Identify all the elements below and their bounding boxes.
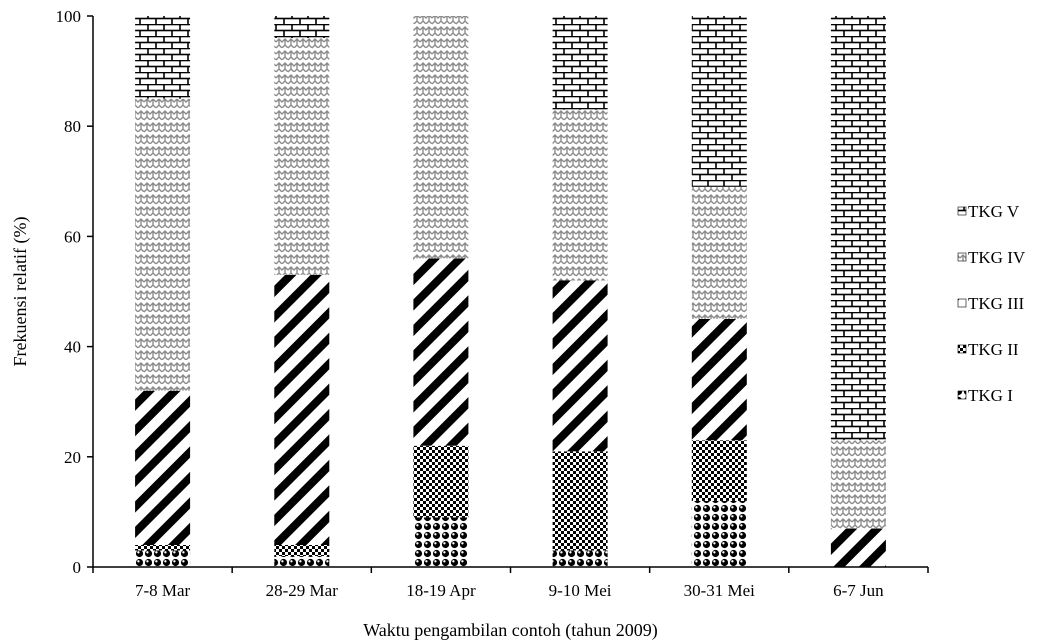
bar-segment-tkg-ii-5 — [691, 440, 747, 501]
bar-segment-tkg-i-4 — [552, 550, 608, 567]
bar-segment-tkg-i-3 — [413, 517, 469, 567]
x-tick-label: 6-7 Jun — [833, 581, 884, 600]
legend-item-tkg-iv: TKG IV — [957, 248, 1026, 267]
legend-label: TKG IV — [968, 248, 1026, 267]
x-tick-label: 30-31 Mei — [684, 581, 756, 600]
legend-label: TKG I — [968, 386, 1013, 405]
bar-segment-tkg-v-1 — [135, 16, 191, 99]
bars-layer — [135, 16, 886, 567]
bar-segment-tkg-iv-3 — [413, 16, 469, 259]
bar-segment-tkg-iii-3 — [413, 258, 469, 446]
bar-segment-tkg-iv-6 — [830, 440, 886, 529]
legend-item-tkg-ii: TKG II — [957, 340, 1019, 359]
bar-segment-tkg-iii-4 — [552, 280, 608, 452]
legend-label: TKG V — [968, 202, 1020, 221]
bar-segment-tkg-iv-4 — [552, 109, 608, 281]
legend-item-tkg-i: TKG I — [957, 386, 1013, 405]
bar-segment-tkg-iv-1 — [135, 98, 191, 391]
y-tick-label: 60 — [64, 227, 81, 246]
y-tick-label: 40 — [64, 338, 81, 357]
bar-segment-tkg-iv-5 — [691, 186, 747, 319]
x-tick-label: 7-8 Mar — [135, 581, 191, 600]
legend-label: TKG III — [968, 294, 1025, 313]
legend-label: TKG II — [968, 340, 1019, 359]
bar-segment-tkg-iv-2 — [274, 38, 330, 275]
bar-segment-tkg-ii-4 — [552, 451, 608, 551]
y-axis-ticks: 0 20 40 60 80 100 — [56, 7, 93, 577]
legend-swatch — [957, 344, 967, 354]
x-tick-label: 9-10 Mei — [549, 581, 612, 600]
y-tick-label: 100 — [56, 7, 82, 26]
x-tick-label: 28-29 Mar — [266, 581, 339, 600]
bar-segment-tkg-i-1 — [135, 550, 191, 567]
x-tick-label: 18-19 Apr — [406, 581, 476, 600]
legend: TKG V TKG IV TKG III TKG II TKG I — [957, 202, 1026, 405]
bar-segment-tkg-i-5 — [691, 500, 747, 567]
bar-segment-tkg-ii-2 — [274, 545, 330, 556]
bar-segment-tkg-ii-3 — [413, 445, 469, 518]
legend-item-tkg-iii: TKG III — [957, 294, 1025, 313]
x-axis-title: Waktu pengambilan contoh (tahun 2009) — [363, 620, 657, 641]
bar-segment-tkg-i-2 — [274, 556, 330, 567]
y-tick-label: 20 — [64, 448, 81, 467]
bar-segment-tkg-iii-6 — [830, 528, 886, 567]
legend-swatch — [957, 298, 967, 308]
y-tick-label: 0 — [73, 558, 82, 577]
bar-segment-tkg-v-6 — [830, 16, 886, 441]
legend-swatch — [957, 390, 967, 400]
legend-swatch — [957, 252, 967, 262]
y-axis-title: Frekuensi relatif (%) — [10, 217, 31, 367]
bar-segment-tkg-iii-2 — [274, 275, 330, 545]
legend-swatch — [957, 206, 967, 216]
bar-segment-tkg-v-4 — [552, 16, 608, 110]
y-tick-label: 80 — [64, 117, 81, 136]
x-axis-ticks: 7-8 Mar 28-29 Mar 18-19 Apr 9-10 Mei 30-31 M… — [92, 567, 929, 600]
bar-segment-tkg-iii-1 — [135, 390, 191, 545]
bar-segment-tkg-iii-5 — [691, 319, 747, 441]
bar-segment-tkg-v-5 — [691, 16, 747, 187]
legend-item-tkg-v: TKG V — [957, 202, 1020, 221]
bar-segment-tkg-ii-1 — [135, 545, 191, 551]
bar-segment-tkg-v-2 — [274, 16, 330, 38]
